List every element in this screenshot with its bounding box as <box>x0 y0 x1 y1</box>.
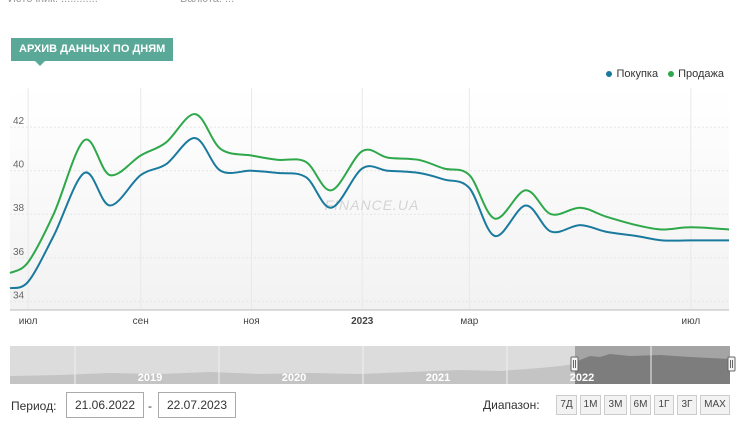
range-label: Диапазон: <box>483 398 540 412</box>
legend-label-buy: Покупка <box>616 68 659 80</box>
range-button-7d[interactable]: 7Д <box>556 395 577 415</box>
y-tick-label: 42 <box>13 116 25 127</box>
navigator-year-2021: 2021 <box>426 372 450 384</box>
plot-area <box>10 88 729 310</box>
y-axis-ticks: 34 36 38 40 42 <box>13 116 25 301</box>
x-axis-ticks: июл сен ноя 2023 мар июл <box>19 316 701 327</box>
navigator-handle-left[interactable] <box>570 356 579 372</box>
x-tick-label: сен <box>133 316 149 327</box>
x-tick-label: июл <box>682 316 701 327</box>
series-line-buy <box>9 137 729 290</box>
range-button-3m[interactable]: 3М <box>604 395 627 415</box>
series-layer <box>9 113 730 290</box>
x-tick-label: июл <box>19 316 38 327</box>
cropped-top-text: Источник: ............ Валюта: ... <box>0 0 746 8</box>
x-tick-label: 2023 <box>351 316 374 327</box>
controls-bar: Период: - Диапазон: 7Д 1М 3М 6М 1Г 3Г MA… <box>0 392 746 422</box>
y-tick-label: 34 <box>13 290 25 301</box>
navigator-year-2022: 2022 <box>570 372 594 384</box>
chart-legend[interactable]: Покупка Продажа <box>606 68 724 80</box>
archive-label: АРХИВ ДАННЫХ ПО ДНЯМ <box>11 38 174 66</box>
range-button-1y[interactable]: 1Г <box>654 395 674 415</box>
date-separator: - <box>148 399 152 413</box>
x-tick-label: ноя <box>243 316 260 327</box>
x-tick-label: мар <box>460 316 478 327</box>
navigator-handle-right[interactable] <box>727 356 736 372</box>
date-from-input[interactable] <box>66 392 144 418</box>
grid-layer <box>10 88 729 311</box>
range-navigator[interactable]: 2019 2020 2021 2022 <box>0 0 746 390</box>
watermark: FINANCE.UA <box>325 197 420 213</box>
legend-dot-buy <box>606 71 613 77</box>
range-button-3y[interactable]: 3Г <box>677 395 697 415</box>
navigator-year-2020: 2020 <box>282 372 306 384</box>
y-tick-label: 38 <box>13 203 25 214</box>
date-to-input[interactable] <box>158 392 236 418</box>
y-tick-label: 36 <box>13 247 25 258</box>
legend-item-sell[interactable]: Продажа <box>668 68 724 80</box>
range-button-1m[interactable]: 1М <box>580 395 601 415</box>
legend-item-buy[interactable]: Покупка <box>606 68 658 80</box>
navigator-year-2019: 2019 <box>138 372 162 384</box>
range-button-6m[interactable]: 6М <box>630 395 651 415</box>
legend-dot-sell <box>668 71 675 77</box>
series-line-sell <box>9 113 730 274</box>
period-label: Период: <box>11 399 57 413</box>
navigator-area <box>10 356 730 384</box>
range-button-max[interactable]: MAX <box>700 395 730 415</box>
legend-label-sell: Продажа <box>678 68 724 80</box>
y-tick-label: 40 <box>13 160 25 171</box>
navigator-selected-area <box>575 354 730 384</box>
